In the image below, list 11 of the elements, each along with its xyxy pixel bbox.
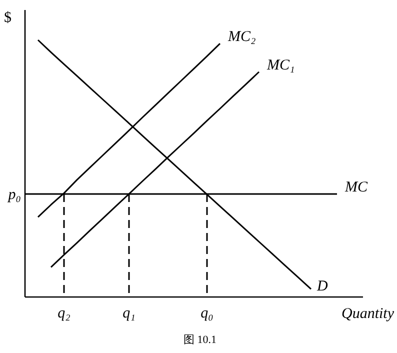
series-label: MC	[344, 179, 368, 196]
series-label: MC₁	[266, 57, 295, 74]
series-label: D	[316, 278, 328, 294]
x-tick-label: q₂	[58, 306, 70, 322]
x-tick-label: q₁	[122, 306, 136, 322]
x-tick-label: q₀	[200, 306, 214, 322]
y-axis-title: $	[4, 10, 12, 26]
caption: 图 10.1	[184, 334, 216, 346]
series-label: MC₂	[227, 29, 256, 46]
x-axis-title: Quantity	[342, 306, 394, 322]
text: p₀	[7, 186, 21, 203]
